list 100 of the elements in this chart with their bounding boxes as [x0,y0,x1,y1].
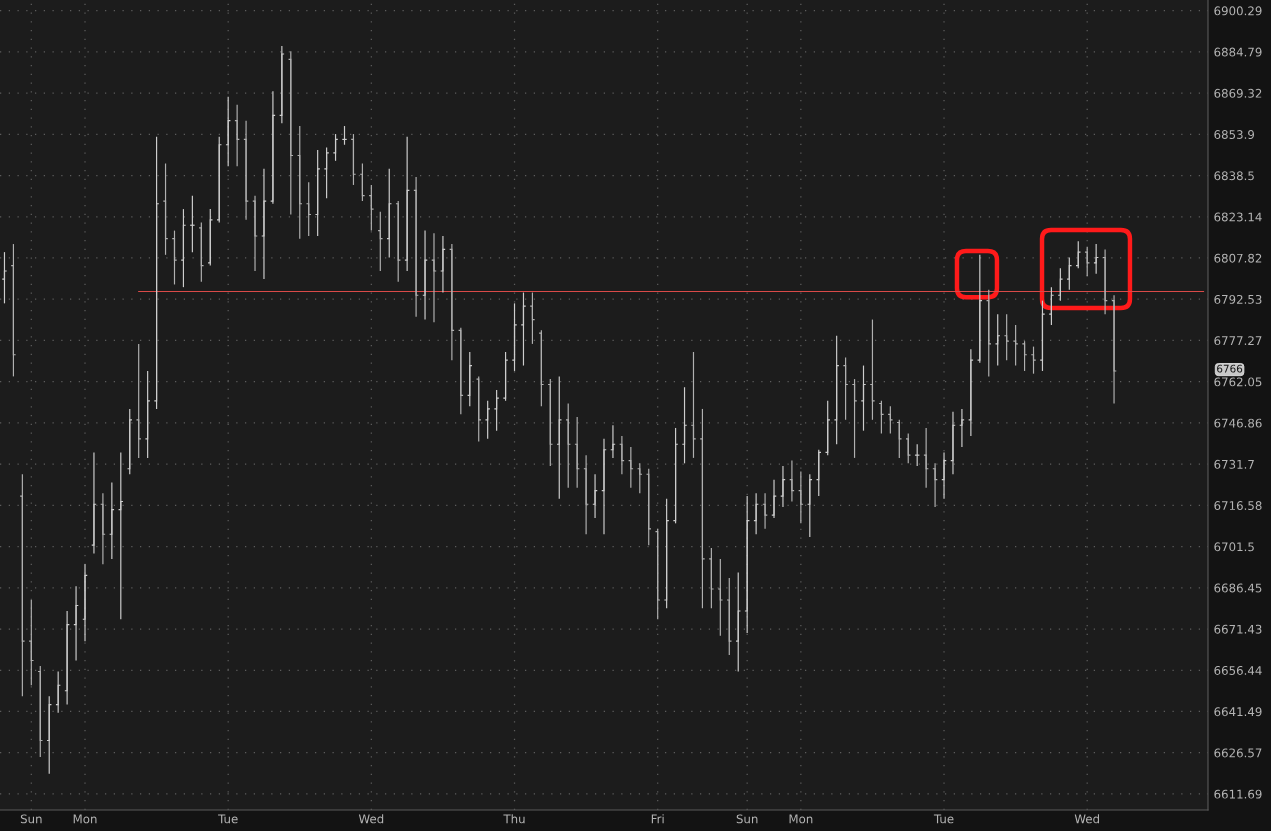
candlestick [851,378,858,459]
candlestick [1111,294,1117,405]
candlestick [252,195,258,272]
candlestick [162,162,169,256]
candlestick [511,302,518,372]
candlestick [529,291,536,345]
candlestick [368,184,375,232]
candlestick [663,498,670,609]
candlestick [744,495,750,634]
candlestick [422,230,428,321]
x-tick-label: Sun [736,814,758,824]
candlestick [771,479,777,519]
x-tick-label: Wed [358,814,384,824]
candlestick [493,389,500,432]
y-tick-label: 6626.57 [1214,748,1262,758]
candlestick [789,460,795,503]
candlestick [950,411,956,475]
candlestick [1057,267,1064,302]
candlestick [681,386,688,464]
y-tick-label: 6656.44 [1214,665,1262,675]
candlestick [475,375,482,443]
candlestick [270,90,276,205]
candlestick [46,695,53,775]
candlestick [717,558,724,637]
candlestick [869,318,876,421]
x-tick-label: Mon [73,814,97,824]
candlestick [932,462,938,508]
candlestick [225,96,231,167]
candlestick [1066,256,1073,291]
candlestick [806,473,813,538]
x-tick-label: Mon [789,814,813,824]
y-tick-label: 6900.29 [1214,6,1262,16]
candlestick [243,120,249,221]
candlestick [135,343,142,459]
candlestick [413,176,419,318]
candlestick [466,351,473,407]
y-tick-label: 6686.45 [1214,583,1262,593]
candlestick [404,136,410,272]
candlestick [144,370,151,459]
y-tick-label: 6823.14 [1214,212,1262,222]
candlestick [905,432,912,464]
candlestick [82,563,88,642]
candlestick [100,492,106,565]
candlestick [941,451,947,500]
x-tick-label: Tue [218,814,238,824]
candlestick [780,465,786,508]
candlestick [395,200,402,283]
candlestick [1075,240,1082,269]
candlestick [601,438,607,535]
candlestick [556,375,563,500]
y-tick-label: 6838.5 [1214,171,1254,181]
candlestick [583,454,589,535]
candlestick [171,230,178,286]
candlestick [73,585,79,662]
x-tick-label: Sun [20,814,42,824]
candlestick [735,572,742,673]
candlestick [431,232,437,323]
candlestick [994,313,1001,367]
candlestick [592,473,598,519]
y-tick-label: 6792.53 [1214,294,1262,304]
candlestick [690,351,697,459]
candlestick [1048,286,1055,326]
candlestick [28,599,35,686]
candlestick [126,408,133,475]
candlestick [959,408,965,448]
candlestick [207,208,214,267]
candlestick [449,243,455,361]
candlestick [520,291,527,367]
candlestick [762,492,768,530]
candlestick [654,528,661,620]
candlestick [1030,346,1037,375]
candlestick [350,133,357,186]
x-tick-label: Tue [933,814,954,824]
candlestick [440,235,446,294]
candlestick [359,162,366,202]
candlestick [923,427,929,489]
candlestick [753,492,759,535]
candlestick [1012,324,1019,367]
candlestick [502,351,509,402]
x-tick-label: Fri [651,814,664,824]
text: 6766 [1217,364,1243,373]
candlestick [1084,246,1091,277]
y-tick-label: 6777.27 [1214,336,1262,346]
candlestick [296,125,303,240]
candlestick [261,168,267,280]
candlestick [153,136,160,410]
candlestick [10,243,17,377]
candlestick [64,610,70,706]
y-tick-label: 6853.9 [1214,130,1255,139]
candlestick [699,408,706,609]
y-tick-label: 6611.69 [1214,789,1262,799]
y-tick-label: 6869.32 [1214,88,1262,98]
candlestick [619,435,625,475]
candlestick [708,547,715,609]
candlestick [1039,300,1046,372]
candlestick [314,149,321,237]
candlestick [824,400,831,456]
candlestick [55,670,61,714]
candlestick [574,416,580,489]
candlestick [645,468,652,546]
